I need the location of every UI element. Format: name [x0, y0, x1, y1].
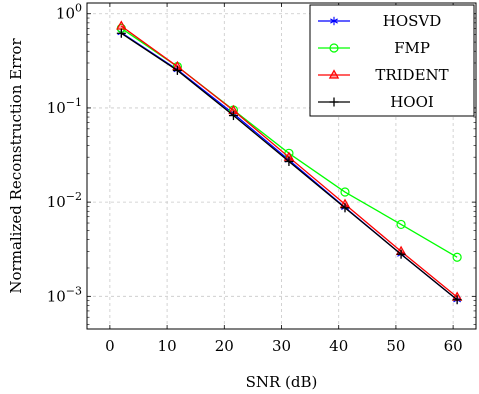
legend-entry-trident: TRIDENT: [318, 66, 449, 84]
y-tick-label: 100: [56, 2, 82, 23]
legend-entry-hooi: HOOI: [318, 93, 434, 111]
legend-marker-hosvd: [330, 16, 338, 26]
y-tick-label: 10−1: [47, 96, 82, 117]
point-hooi: [228, 111, 238, 121]
x-tick-label: 40: [329, 337, 348, 355]
legend-marker-trident: [328, 69, 340, 79]
x-tick-label: 10: [158, 337, 177, 355]
legend-label-hosvd: HOSVD: [383, 12, 442, 30]
point-hooi: [452, 295, 462, 305]
x-axis-label: SNR (dB): [246, 373, 318, 391]
y-tick-label: 10−2: [47, 190, 82, 211]
legend-marker-fmp: [329, 43, 339, 53]
legend-label-hooi: HOOI: [390, 93, 434, 111]
point-fmp: [340, 187, 350, 197]
series-hooi: [116, 28, 462, 305]
x-tick-label: 20: [215, 337, 234, 355]
x-tick-label: 30: [272, 337, 291, 355]
x-tick-label: 60: [444, 337, 463, 355]
legend-marker-hooi: [329, 97, 339, 107]
series-layer: [116, 20, 463, 305]
y-axis-label: Normalized Reconstruction Error: [7, 38, 25, 294]
x-tick-labels: 0 10 20 30 40 50 60: [105, 337, 463, 355]
point-hooi: [172, 65, 182, 75]
point-hooi: [284, 156, 294, 166]
legend-entry-fmp: FMP: [318, 39, 430, 57]
point-hooi: [340, 203, 350, 213]
legend-label-trident: TRIDENT: [375, 66, 448, 84]
point-fmp: [452, 252, 462, 262]
point-hooi: [116, 28, 126, 38]
x-tick-label: 50: [386, 337, 405, 355]
legend: HOSVD FMP TRIDENT HOOI: [309, 4, 475, 117]
y-tick-labels: 10−3 10−2 10−1 100: [47, 2, 82, 306]
x-tick-label: 0: [105, 337, 115, 355]
point-fmp: [396, 219, 406, 230]
y-tick-label: 10−3: [47, 284, 82, 305]
legend-entry-hosvd: HOSVD: [318, 12, 441, 30]
point-hooi: [396, 249, 406, 259]
legend-label-fmp: FMP: [394, 39, 430, 57]
